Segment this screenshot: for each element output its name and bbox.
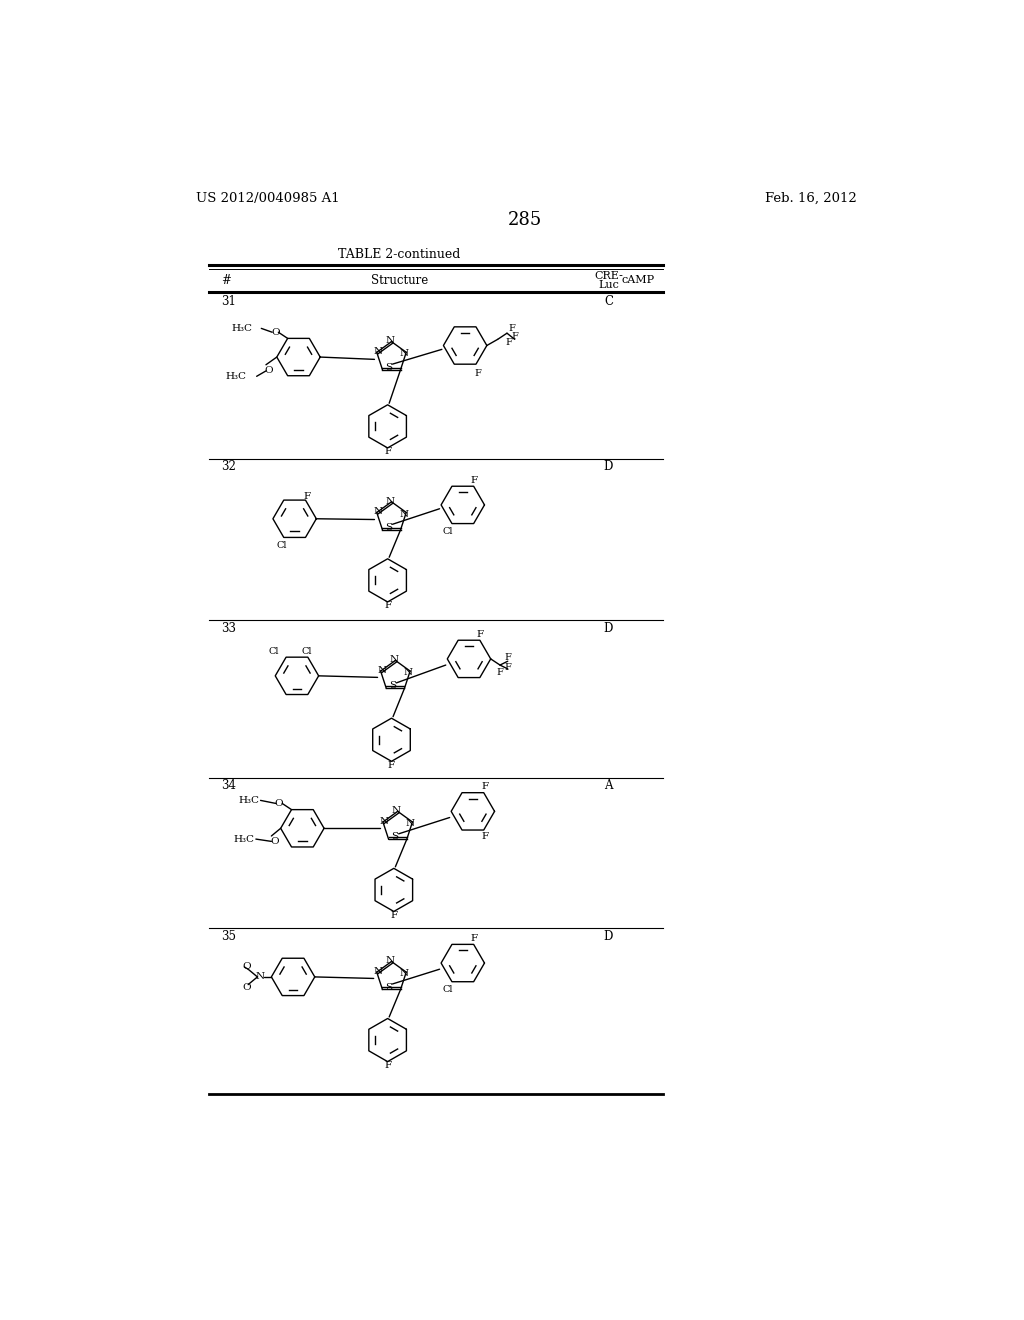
Text: N: N: [380, 817, 389, 826]
Text: F: F: [384, 602, 391, 610]
Text: H₃C: H₃C: [233, 834, 254, 843]
Text: N: N: [399, 350, 409, 358]
Text: S: S: [385, 523, 392, 532]
Text: F: F: [508, 325, 515, 333]
Text: Cl: Cl: [442, 985, 454, 994]
Text: Cl: Cl: [276, 541, 288, 549]
Text: F: F: [388, 760, 395, 770]
Text: S: S: [385, 982, 392, 991]
Text: 31: 31: [221, 296, 236, 308]
Text: F: F: [511, 331, 518, 341]
Text: N: N: [389, 655, 398, 664]
Text: D: D: [604, 929, 613, 942]
Text: TABLE 2-continued: TABLE 2-continued: [338, 248, 461, 261]
Text: N: N: [374, 507, 383, 516]
Text: S: S: [389, 681, 396, 690]
Text: H₃C: H₃C: [225, 372, 247, 380]
Text: D: D: [604, 622, 613, 635]
Text: O: O: [264, 367, 272, 375]
Text: F: F: [481, 832, 488, 841]
Text: F: F: [476, 630, 483, 639]
Text: N: N: [391, 807, 400, 814]
Text: H₃C: H₃C: [238, 796, 259, 805]
Text: N: N: [256, 973, 265, 981]
Text: F: F: [504, 653, 511, 661]
Text: N: N: [374, 347, 383, 356]
Text: F: F: [390, 911, 397, 920]
Text: O: O: [270, 837, 279, 846]
Text: 35: 35: [221, 929, 236, 942]
Text: F: F: [303, 492, 310, 500]
Text: N: N: [399, 510, 409, 519]
Text: F: F: [470, 475, 477, 484]
Text: F: F: [497, 668, 504, 677]
Text: N: N: [374, 966, 383, 975]
Text: D: D: [604, 459, 613, 473]
Text: N: N: [399, 969, 409, 978]
Text: C: C: [604, 296, 613, 308]
Text: Feb. 16, 2012: Feb. 16, 2012: [765, 191, 856, 205]
Text: #: #: [221, 273, 230, 286]
Text: Luc: Luc: [598, 280, 618, 289]
Text: cAMP: cAMP: [622, 275, 654, 285]
Text: F: F: [505, 338, 512, 347]
Text: S: S: [391, 833, 398, 841]
Text: 32: 32: [221, 459, 236, 473]
Text: O: O: [243, 983, 251, 993]
Text: F: F: [504, 663, 511, 672]
Text: N: N: [385, 496, 394, 506]
Text: O: O: [271, 327, 280, 337]
Text: F: F: [474, 368, 481, 378]
Text: F: F: [384, 447, 391, 457]
Text: N: N: [385, 337, 394, 346]
Text: Cl: Cl: [442, 527, 454, 536]
Text: F: F: [481, 781, 488, 791]
Text: 33: 33: [221, 622, 236, 635]
Text: 34: 34: [221, 779, 236, 792]
Text: A: A: [604, 779, 612, 792]
Text: Cl: Cl: [268, 647, 279, 656]
Text: N: N: [403, 668, 413, 677]
Text: O: O: [274, 799, 284, 808]
Text: Cl: Cl: [301, 647, 311, 656]
Text: N: N: [385, 956, 394, 965]
Text: N: N: [406, 818, 415, 828]
Text: Structure: Structure: [371, 273, 428, 286]
Text: H₃C: H₃C: [231, 323, 252, 333]
Text: O: O: [243, 962, 251, 970]
Text: CRE-: CRE-: [594, 271, 623, 281]
Text: N: N: [378, 665, 387, 675]
Text: F: F: [384, 1061, 391, 1071]
Text: S: S: [385, 363, 392, 372]
Text: F: F: [470, 933, 477, 942]
Text: US 2012/0040985 A1: US 2012/0040985 A1: [197, 191, 340, 205]
Text: 285: 285: [508, 211, 542, 228]
